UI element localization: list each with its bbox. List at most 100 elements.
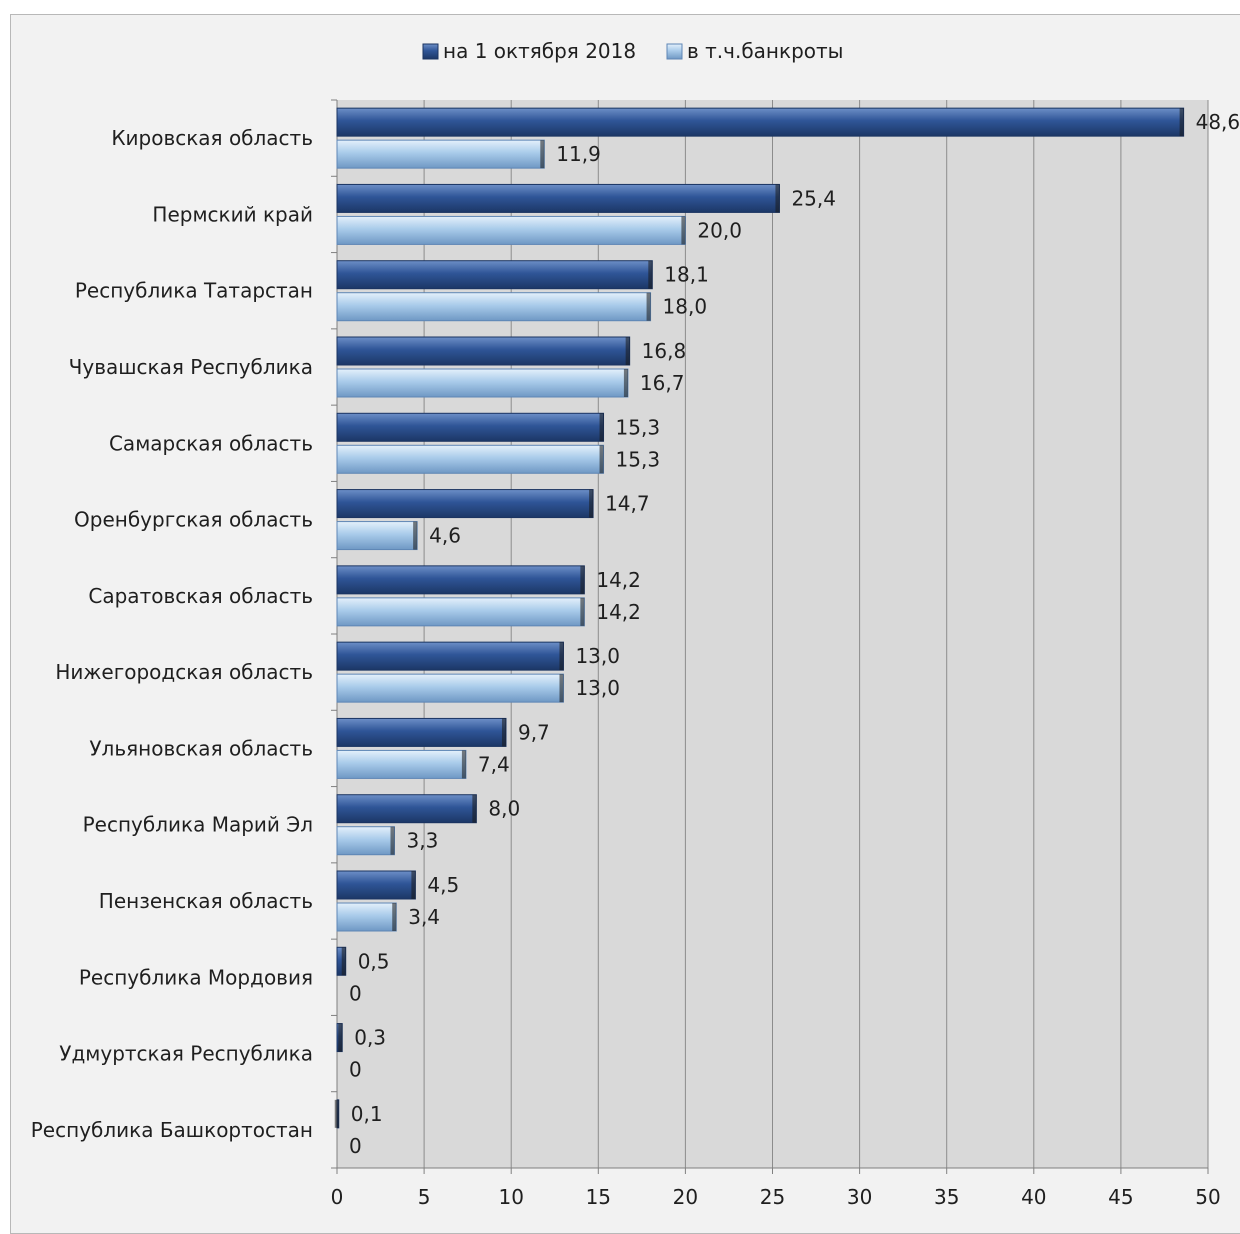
bar-end-s0-8 (501, 718, 506, 747)
category-label-3: Чувашская Республика (69, 355, 313, 379)
bar-end-s0-0 (1179, 108, 1184, 137)
bar-end-s1-3 (623, 369, 628, 397)
bar-s1-3 (336, 368, 629, 398)
bar-s1-0 (336, 139, 545, 169)
category-label-11: Республика Мордовия (79, 965, 313, 989)
value-label-s1-4: 15,3 (616, 447, 661, 471)
value-label-s1-8: 7,4 (478, 752, 510, 776)
bar-s1-2 (336, 292, 652, 322)
value-label-s1-1: 20,0 (697, 218, 742, 242)
category-label-7: Нижегородская область (55, 660, 313, 684)
value-label-s1-0: 11,9 (556, 142, 601, 166)
bar-s0-5 (336, 489, 594, 519)
bar-s1-8 (336, 749, 467, 779)
bar-end-s0-3 (625, 337, 630, 365)
x-tick-label-4: 20 (673, 1185, 698, 1209)
bar-end-s0-4 (599, 413, 604, 442)
category-label-5: Оренбургская область (74, 508, 313, 532)
bar-end-s1-5 (413, 521, 418, 550)
bar-end-s0-9 (472, 794, 477, 823)
legend-label-1: в т.ч.банкроты (687, 39, 843, 63)
value-label-s0-3: 16,8 (642, 339, 687, 363)
category-label-1: Пермский край (152, 202, 313, 226)
value-label-s0-10: 4,5 (427, 873, 459, 897)
value-label-s0-5: 14,7 (605, 492, 650, 516)
bar-s1-4 (336, 444, 605, 474)
category-label-13: Республика Башкортостан (31, 1118, 313, 1142)
category-label-12: Удмуртская Республика (59, 1042, 313, 1066)
bar-end-s0-11 (341, 947, 346, 976)
bar-end-s0-7 (559, 642, 564, 671)
value-label-s1-2: 18,0 (663, 295, 708, 319)
legend-swatch-0 (422, 43, 439, 60)
value-label-s0-11: 0,5 (358, 949, 390, 973)
bar-end-s1-1 (681, 216, 686, 245)
category-label-0: Кировская область (111, 126, 313, 150)
value-label-s0-6: 14,2 (596, 568, 641, 592)
value-label-s0-4: 15,3 (616, 415, 661, 439)
bar-end-s0-2 (648, 260, 653, 289)
category-label-6: Саратовская область (88, 584, 313, 608)
value-label-s0-7: 13,0 (575, 644, 620, 668)
bar-end-s0-5 (589, 489, 594, 518)
bar-s0-6 (336, 565, 585, 595)
value-label-s0-8: 9,7 (518, 720, 550, 744)
category-label-2: Республика Татарстан (75, 279, 313, 303)
bar-end-s1-9 (390, 826, 395, 855)
category-label-10: Пензенская область (99, 889, 313, 913)
value-label-s0-12: 0,3 (354, 1026, 386, 1050)
x-tick-label-10: 50 (1195, 1185, 1220, 1209)
value-label-s1-9: 3,3 (406, 829, 438, 853)
bar-end-s0-13 (334, 1099, 339, 1128)
labels: 0 5 10 15 20 25 30 35 40 45 50 Кировская область 48,… (31, 110, 1240, 1209)
x-tick-label-8: 40 (1021, 1185, 1046, 1209)
bar-s0-4 (336, 412, 605, 442)
bar-s0-1 (336, 183, 780, 213)
x-tick-label-2: 10 (498, 1185, 523, 1209)
bar-end-s1-0 (540, 140, 545, 169)
bar-s0-2 (336, 260, 653, 290)
value-label-s0-9: 8,0 (488, 797, 520, 821)
value-label-s0-13: 0,1 (351, 1102, 383, 1126)
bar-end-s0-6 (580, 565, 585, 594)
legend-label-0: на 1 октября 2018 (443, 39, 636, 63)
bar-s1-5 (336, 521, 418, 551)
value-label-s1-7: 13,0 (575, 676, 620, 700)
bar-s1-6 (336, 597, 585, 627)
value-label-s0-0: 48,6 (1196, 110, 1240, 134)
value-label-s1-6: 14,2 (596, 600, 641, 624)
bar-s0-9 (336, 794, 477, 824)
value-label-s0-1: 25,4 (791, 186, 836, 210)
bar-end-s0-12 (338, 1023, 343, 1052)
bar-s0-0 (336, 107, 1185, 137)
bar-s0-7 (336, 641, 564, 671)
x-tick-label-1: 5 (418, 1185, 431, 1209)
bar-end-s1-10 (392, 903, 397, 931)
bar-s1-9 (336, 826, 395, 856)
category-label-4: Самарская область (109, 431, 313, 455)
legend: на 1 октября 2018 в т.ч.банкроты (422, 39, 843, 63)
bar-s0-10 (336, 870, 416, 900)
category-label-9: Республика Марий Эл (83, 813, 313, 837)
value-label-s0-2: 18,1 (664, 263, 709, 287)
x-tick-label-9: 45 (1108, 1185, 1133, 1209)
x-tick-label-3: 15 (586, 1185, 611, 1209)
bars (334, 107, 1185, 1129)
bar-s1-10 (336, 902, 397, 932)
bar-s1-1 (336, 215, 686, 245)
value-label-s1-10: 3,4 (408, 905, 440, 929)
bar-end-s0-1 (775, 184, 780, 213)
x-tick-label-7: 35 (934, 1185, 959, 1209)
legend-swatch-1 (666, 43, 683, 60)
x-tick-label-0: 0 (331, 1185, 344, 1209)
category-label-8: Ульяновская область (89, 736, 313, 760)
bar-s0-3 (336, 336, 631, 366)
bar-end-s1-2 (646, 292, 651, 321)
value-label-s1-5: 4,6 (429, 524, 461, 548)
bar-s1-7 (336, 673, 564, 703)
value-label-s1-12: 0 (349, 1058, 362, 1082)
x-tick-label-6: 30 (847, 1185, 872, 1209)
bar-end-s0-10 (411, 871, 416, 899)
bar-s0-8 (336, 717, 507, 747)
